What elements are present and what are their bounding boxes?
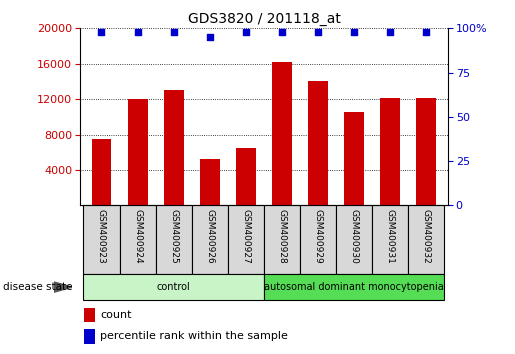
Point [133,29,142,35]
Bar [417,98,436,205]
Text: GSM400924: GSM400924 [133,209,142,263]
Bar [344,113,364,205]
Point [386,29,394,35]
Bar [264,274,444,300]
Bar [381,98,400,205]
Bar [272,62,292,205]
Bar [336,205,372,274]
Bar [192,205,228,274]
Bar [92,139,111,205]
Text: GSM400927: GSM400927 [242,209,250,263]
Point [314,29,322,35]
Text: GSM400928: GSM400928 [278,209,286,263]
Point [169,29,178,35]
Bar [372,205,408,274]
Text: count: count [100,310,131,320]
Text: control: control [157,282,191,292]
Bar [119,205,156,274]
Bar [200,159,220,205]
Point [350,29,358,35]
Bar [83,274,264,300]
Bar [83,329,95,344]
Point [205,34,214,40]
Bar [164,90,184,205]
Point [242,29,250,35]
Text: GSM400931: GSM400931 [386,209,395,264]
Bar [83,205,119,274]
Bar [308,81,328,205]
Text: GSM400923: GSM400923 [97,209,106,263]
Point [278,29,286,35]
Text: GSM400926: GSM400926 [205,209,214,263]
Text: GSM400929: GSM400929 [314,209,322,263]
Polygon shape [54,282,72,292]
Bar [128,99,147,205]
Bar [264,205,300,274]
Text: autosomal dominant monocytopenia: autosomal dominant monocytopenia [264,282,444,292]
Bar [408,205,444,274]
Text: GSM400932: GSM400932 [422,209,431,263]
Point [422,29,431,35]
Point [97,29,106,35]
Text: GSM400930: GSM400930 [350,209,358,264]
Bar [156,205,192,274]
Text: GSM400925: GSM400925 [169,209,178,263]
Title: GDS3820 / 201118_at: GDS3820 / 201118_at [187,12,340,26]
Bar [228,205,264,274]
Bar [83,308,95,322]
Text: percentile rank within the sample: percentile rank within the sample [100,331,288,341]
Text: disease state: disease state [3,282,72,292]
Bar [236,148,256,205]
Bar [300,205,336,274]
